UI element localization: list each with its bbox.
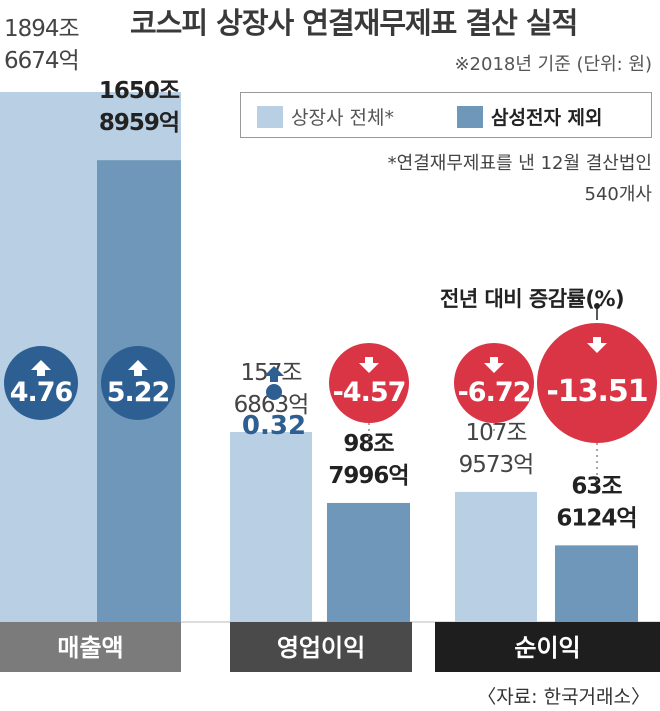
value-label: 1894조 [4, 16, 79, 42]
value-label: 8959억 [99, 110, 179, 136]
value-label: 6674억 [4, 48, 79, 74]
legend-label-all: 상장사 전체* [291, 107, 394, 129]
bar-excl-1 [327, 503, 410, 622]
legend-label-excl: 삼성전자 제외 [491, 107, 603, 129]
bar-all-1 [230, 432, 312, 622]
bar-all-2 [455, 492, 537, 622]
bar-excl-2 [555, 545, 638, 622]
category-label: 영업이익 [277, 634, 365, 662]
category-label: 매출액 [57, 634, 123, 662]
growth-annotation: 전년 대비 증감률(%) [440, 283, 624, 313]
legend-item-all: 상장사 전체* [257, 103, 394, 130]
footnote-line-2: 540개사 [388, 179, 652, 210]
value-label: 9573억 [459, 452, 534, 478]
growth-label: 5.22 [107, 377, 170, 408]
legend-swatch-excl [457, 106, 483, 128]
value-label: 1650조 [99, 78, 180, 104]
value-label: 7996억 [328, 463, 408, 489]
growth-label: -6.72 [458, 377, 531, 408]
growth-label: 0.32 [242, 411, 306, 441]
value-label: 63조 [571, 473, 622, 499]
category-label: 순이익 [514, 634, 580, 662]
legend-swatch-all [257, 106, 283, 128]
source-note: 〈자료: 한국거래소〉 [477, 682, 650, 709]
chart-title: 코스피 상장사 연결재무제표 결산 실적 [130, 0, 577, 42]
value-label: 6124억 [556, 505, 636, 531]
value-label: 98조 [343, 431, 394, 457]
growth-label: -4.57 [333, 377, 406, 408]
growth-label: 4.76 [10, 377, 73, 408]
growth-circle-all-1 [266, 384, 282, 400]
value-label: 107조 [465, 420, 526, 446]
footnote-line-1: *연결재무제표를 낸 12월 결산법인 [388, 148, 652, 179]
growth-label: -13.51 [546, 374, 647, 409]
legend-item-excl: 삼성전자 제외 [457, 103, 603, 130]
footnote: *연결재무제표를 낸 12월 결산법인 540개사 [388, 148, 652, 210]
legend: 상장사 전체* 삼성전자 제외 [240, 92, 652, 138]
chart-subtitle: ※2018년 기준 (단위: 원) [454, 50, 652, 76]
